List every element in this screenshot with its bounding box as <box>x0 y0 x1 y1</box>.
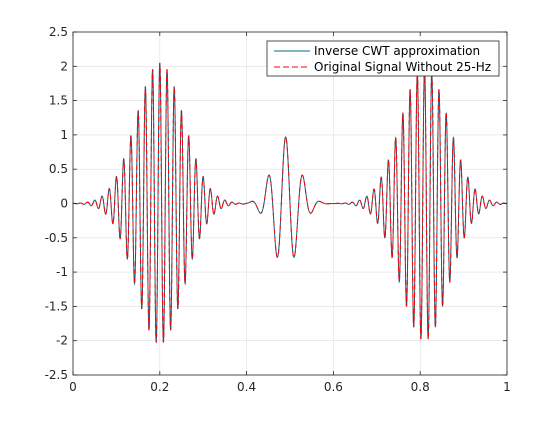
y-tick-label: -1.5 <box>45 299 68 313</box>
series-layer <box>73 62 507 343</box>
y-tick-label: 0.5 <box>49 162 68 176</box>
x-tick-label: 0.4 <box>237 380 256 394</box>
y-tick-label: 2 <box>60 59 68 73</box>
x-tick-label: 0.8 <box>411 380 430 394</box>
legend-label-inverse-cwt: Inverse CWT approximation <box>314 44 480 58</box>
y-tick-label: -1 <box>56 265 68 279</box>
y-tick-label: -2.5 <box>45 368 68 382</box>
y-tick-label: 0 <box>60 197 68 211</box>
legend-label-original-signal: Original Signal Without 25-Hz <box>314 60 491 74</box>
y-tick-label: 1.5 <box>49 94 68 108</box>
x-tick-label: 0 <box>69 380 77 394</box>
x-tick-label: 0.6 <box>324 380 343 394</box>
x-tick-label: 0.2 <box>150 380 169 394</box>
y-tick-label: 2.5 <box>49 25 68 39</box>
legend-box <box>266 40 500 77</box>
y-tick-label: 1 <box>60 128 68 142</box>
axis-ticks: 0 0.2 0.4 0.6 0.8 1 -2.5 -2 -1.5 -1 -0.5 0 0.5 1 1.5 2 2… <box>45 25 511 394</box>
x-tick-label: 1 <box>503 380 511 394</box>
series-line-original-signal <box>73 62 507 343</box>
legend: Inverse CWT approximation Original Signa… <box>266 40 500 77</box>
y-tick-label: -0.5 <box>45 231 68 245</box>
y-tick-label: -2 <box>56 334 68 348</box>
